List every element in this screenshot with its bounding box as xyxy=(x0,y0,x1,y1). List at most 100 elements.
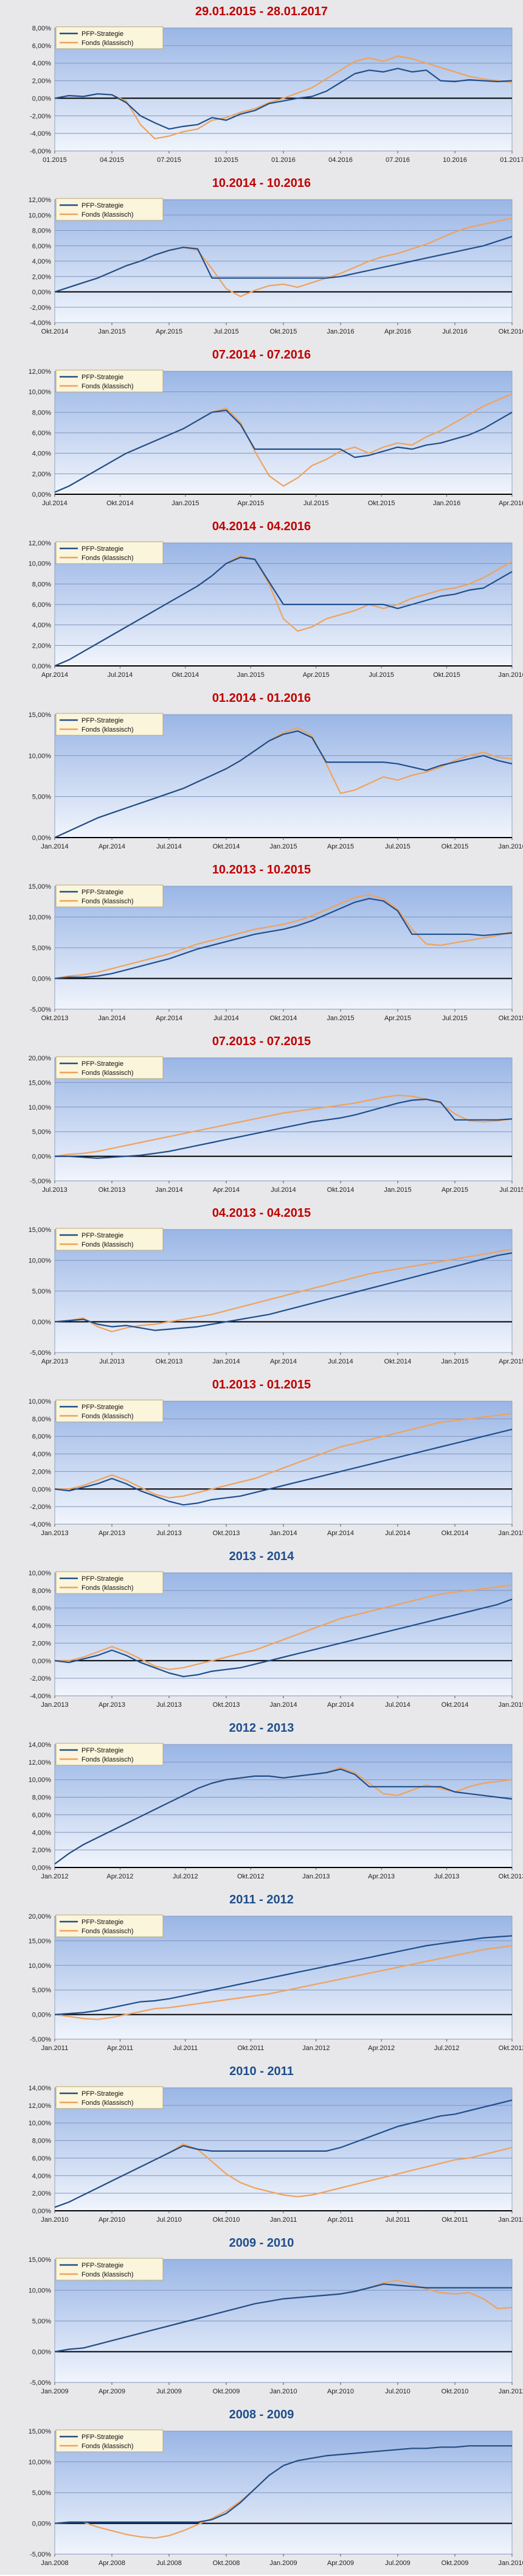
y-tick-label: -5,00% xyxy=(30,2036,51,2043)
y-tick-label: -6,00% xyxy=(30,148,51,155)
legend-box xyxy=(55,1056,164,1079)
y-tick-label: 0,00% xyxy=(32,1153,51,1161)
x-tick-label: Jan.2015 xyxy=(441,1358,468,1365)
x-tick-label: Jul.2012 xyxy=(173,1873,198,1880)
y-tick-label: 0,00% xyxy=(32,2208,51,2215)
x-tick-label: Jul.2015 xyxy=(369,671,394,679)
x-tick-label: Apr.2015 xyxy=(327,843,354,850)
chart-panel: 2011 - 2012 20,00% 15,00% 10,00% 5,00% 0,00% -… xyxy=(0,1888,523,2060)
y-tick-label: 0,00% xyxy=(32,95,51,102)
series-line-pfp-strategie xyxy=(54,898,513,979)
legend-label: PFP-Strategie xyxy=(81,889,123,896)
x-tick-label: Jan.2016 xyxy=(498,843,523,850)
x-tick-label: Jan.2015 xyxy=(237,671,265,679)
series-line-pfp-strategie xyxy=(54,409,513,493)
y-tick-label: 5,00% xyxy=(32,1987,51,1994)
y-tick-label: 2,00% xyxy=(32,1847,51,1854)
chart-panel: 01.2013 - 01.2015 10,00% 8,00% 6,00% 4,00% 2,… xyxy=(0,1373,523,1545)
x-tick-label: Jul.2009 xyxy=(156,2388,182,2395)
x-tick-label: Jul.2016 xyxy=(442,328,468,335)
x-tick-label: 04.2016 xyxy=(328,156,353,164)
series-line-fonds-klassisch xyxy=(55,1413,513,1499)
legend-box xyxy=(55,1571,164,1594)
y-tick-label: 6,00% xyxy=(32,243,51,250)
x-tick-label: Okt.2011 xyxy=(442,2216,468,2224)
chart-title: 01.2014 - 01.2016 xyxy=(212,691,311,705)
y-tick-label: 6,00% xyxy=(32,43,51,50)
chart-title: 07.2013 - 07.2015 xyxy=(212,1035,311,1048)
x-tick-label: Apr.2014 xyxy=(99,843,125,850)
x-tick-label: Apr.2010 xyxy=(99,2216,125,2224)
x-tick-label: Jan.2016 xyxy=(327,328,354,335)
y-tick-label: 8,00% xyxy=(32,1416,51,1423)
x-tick-label: Okt.2014 xyxy=(327,1186,355,1194)
y-tick-label: 20,00% xyxy=(29,1055,52,1062)
x-tick-label: Okt.2013 xyxy=(156,1358,183,1365)
y-tick-label: 12,00% xyxy=(29,197,52,204)
chart-title: 29.01.2015 - 28.01.2017 xyxy=(195,5,328,18)
y-tick-label: 15,00% xyxy=(29,712,52,719)
y-tick-label: 5,00% xyxy=(32,945,51,952)
legend-label: Fonds (klassisch) xyxy=(81,383,134,390)
y-tick-label: 4,00% xyxy=(32,622,51,629)
legend-label: Fonds (klassisch) xyxy=(81,1928,134,1935)
x-tick-label: Jul.2008 xyxy=(156,2560,182,2567)
legend-label: Fonds (klassisch) xyxy=(81,898,134,905)
y-tick-label: 5,00% xyxy=(32,1288,51,1295)
legend-box xyxy=(55,2086,164,2109)
y-tick-label: 8,00% xyxy=(32,409,51,416)
x-tick-label: Jan.2011 xyxy=(270,2216,297,2224)
series-line-pfp-strategie xyxy=(54,730,513,838)
x-tick-label: Apr.2015 xyxy=(384,1015,411,1022)
y-tick-label: 12,00% xyxy=(29,540,52,547)
legend-box xyxy=(55,541,164,564)
x-tick-label: Okt.2013 xyxy=(499,1873,523,1880)
series-line-pfp-strategie xyxy=(54,1768,513,1865)
x-tick-label: Jan.2014 xyxy=(269,1701,297,1709)
x-tick-label: Jan.2012 xyxy=(498,2216,523,2224)
x-tick-label: Apr.2015 xyxy=(156,328,182,335)
x-tick-label: Jan.2014 xyxy=(155,1186,182,1194)
y-tick-label: 15,00% xyxy=(29,1227,52,1234)
y-tick-label: 10,00% xyxy=(29,752,52,760)
x-tick-label: Jan.2011 xyxy=(499,2388,523,2395)
x-tick-label: Jan.2015 xyxy=(327,1015,354,1022)
x-tick-label: Jan.2008 xyxy=(41,2560,68,2567)
x-tick-label: Apr.2013 xyxy=(41,1358,68,1365)
line-chart: 15,00% 10,00% 5,00% 0,00% -5,00% Jan.2008 Apr.… xyxy=(29,2428,523,2567)
y-tick-label: -4,00% xyxy=(30,1693,51,1700)
legend-box xyxy=(55,369,164,393)
chart-title: 2010 - 2011 xyxy=(229,2065,294,2078)
line-chart: 12,00%10,00%8,00%6,00%4,00%2,00%0,00%Jul… xyxy=(29,368,523,507)
x-tick-label: Jan.2012 xyxy=(41,1873,68,1880)
x-tick-label: Jan.2014 xyxy=(212,1358,240,1365)
x-tick-label: Jan.2011 xyxy=(41,2045,68,2052)
y-tick-label: -4,00% xyxy=(30,1521,51,1528)
chart-title: 10.2013 - 10.2015 xyxy=(212,863,311,877)
x-tick-label: Jul.2014 xyxy=(213,1015,239,1022)
x-tick-label: Okt.2016 xyxy=(499,328,523,335)
x-tick-label: Apr.2010 xyxy=(327,2388,354,2395)
x-tick-label: Jan.2015 xyxy=(498,1701,523,1709)
x-tick-label: Apr.2014 xyxy=(41,671,68,679)
x-tick-label: Apr.2014 xyxy=(270,1358,297,1365)
chart-title: 01.2013 - 01.2015 xyxy=(212,1378,311,1391)
x-tick-label: Jul.2010 xyxy=(156,2216,182,2224)
x-tick-label: Jul.2010 xyxy=(385,2388,410,2395)
x-tick-label: Okt.2014 xyxy=(270,1015,297,1022)
series-line-fonds-klassisch xyxy=(54,1945,513,2020)
y-tick-label: 14,00% xyxy=(29,1741,52,1749)
line-chart: 10,00% 8,00% 6,00% 4,00% 2,00% 0,00% -2,00% -4,… xyxy=(29,1398,523,1537)
legend-box xyxy=(55,1228,164,1251)
chart-title: 04.2013 - 04.2015 xyxy=(212,1206,311,1220)
legend-label: PFP-Strategie xyxy=(81,30,123,38)
x-tick-label: Jan.2015 xyxy=(384,1186,411,1194)
x-tick-label: Okt.2015 xyxy=(270,328,297,335)
y-tick-label: 0,00% xyxy=(32,976,51,983)
x-tick-label: Jul.2011 xyxy=(173,2045,198,2052)
